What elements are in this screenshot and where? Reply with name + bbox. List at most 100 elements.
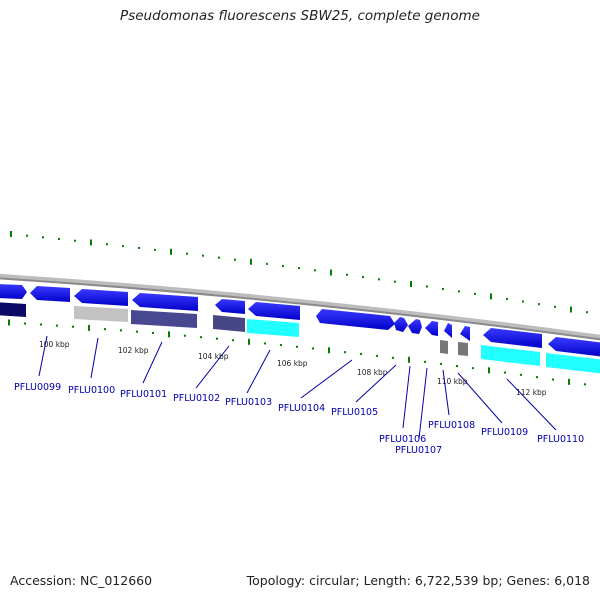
scale-label: 102 kbp [118,346,149,355]
gene-label[interactable]: PFLU0102 [173,393,220,404]
gene-label[interactable]: PFLU0103 [225,397,272,408]
major-tick [10,231,12,238]
gene-arrow[interactable] [316,309,395,330]
feature-block[interactable] [481,345,540,366]
feature-block[interactable] [247,319,299,337]
minor-tick [154,248,156,251]
gene-label[interactable]: PFLU0101 [120,389,167,400]
leader-line [195,345,230,389]
gene-arrow[interactable] [74,289,128,306]
major-tick [488,367,490,374]
minor-tick [394,280,396,283]
gene-labels: PFLU0099 PFLU0100 PFLU0101 PFLU0102 PFLU… [14,382,584,456]
gene-arrow[interactable] [444,323,452,338]
minor-tick [184,334,186,337]
minor-tick [280,344,282,347]
gene-label[interactable]: PFLU0105 [331,407,378,418]
gene-label[interactable]: PFLU0104 [278,403,325,414]
major-tick [330,269,332,276]
genome-backbone [0,273,600,340]
minor-tick [426,285,428,288]
minor-tick [440,362,442,365]
feature-block[interactable] [458,342,468,356]
minor-tick [42,236,44,239]
minor-tick [218,256,220,259]
leader-line [418,367,428,440]
scale-labels: 100 kbp 102 kbp 104 kbp 106 kbp 108 kbp … [39,340,547,397]
leader-line [142,341,163,384]
gene-arrow[interactable] [460,326,470,341]
minor-tick [186,252,188,255]
gene-arrow[interactable] [425,321,438,336]
genome-summary-text: Topology: circular; Length: 6,722,539 bp… [246,573,590,588]
minor-tick [264,342,266,345]
gene-arrow[interactable] [408,319,422,334]
minor-tick [296,345,298,348]
minor-tick [378,278,380,281]
minor-tick [72,325,74,328]
scale-label: 108 kbp [357,368,388,377]
gene-label[interactable]: PFLU0110 [537,434,584,445]
minor-tick [586,311,588,314]
leader-line [442,369,450,416]
minor-tick [360,352,362,355]
feature-block[interactable] [74,306,128,322]
minor-tick [552,378,554,381]
gene-arrow[interactable] [248,302,300,320]
gene-arrow[interactable] [394,317,408,332]
gene-label[interactable]: PFLU0099 [14,382,61,393]
minor-tick [520,373,522,376]
minor-tick [56,324,58,327]
gene-arrow[interactable] [483,328,542,348]
minor-tick [40,323,42,326]
feature-block[interactable] [0,302,26,317]
minor-tick [138,246,140,249]
page-title: Pseudomonas fluorescens SBW25, complete … [120,8,480,24]
gene-label[interactable]: PFLU0109 [481,427,528,438]
minor-tick [312,347,314,350]
scale-label: 110 kbp [437,377,468,386]
feature-block[interactable] [131,310,197,328]
minor-tick [392,356,394,359]
gene-label[interactable]: PFLU0107 [395,445,442,456]
gene-arrow[interactable] [215,299,245,314]
minor-tick [442,287,444,290]
major-tick [170,248,172,255]
major-tick [568,378,570,385]
minor-tick [506,297,508,300]
gene-label[interactable]: PFLU0100 [68,385,115,396]
minor-tick [216,337,218,340]
minor-tick [136,330,138,333]
minor-tick [120,329,122,332]
minor-tick [344,351,346,354]
major-tick [88,324,90,331]
minor-tick [538,303,540,306]
minor-tick [74,239,76,242]
feature-block[interactable] [213,315,245,332]
minor-tick [536,376,538,379]
minor-tick [424,360,426,363]
leader-line [457,372,503,424]
gene-arrow[interactable] [30,286,70,302]
major-tick [248,338,250,345]
major-tick [250,258,252,265]
outer-tick-track [10,231,588,314]
gene-arrow[interactable] [0,284,27,299]
gene-arrow[interactable] [132,293,198,311]
feature-block[interactable] [546,353,600,374]
leader-line [402,365,411,429]
scale-label: 106 kbp [277,359,308,368]
minor-tick [504,371,506,374]
leader-line [300,359,353,399]
gene-label[interactable]: PFLU0108 [428,420,475,431]
leader-line [38,335,48,377]
minor-tick [106,243,108,246]
feature-block[interactable] [440,340,448,354]
gene-arrow[interactable] [548,337,600,357]
major-tick [328,347,330,354]
gene-label[interactable]: PFLU0106 [379,434,426,445]
major-tick [570,306,572,313]
label-leader-lines [38,335,557,440]
